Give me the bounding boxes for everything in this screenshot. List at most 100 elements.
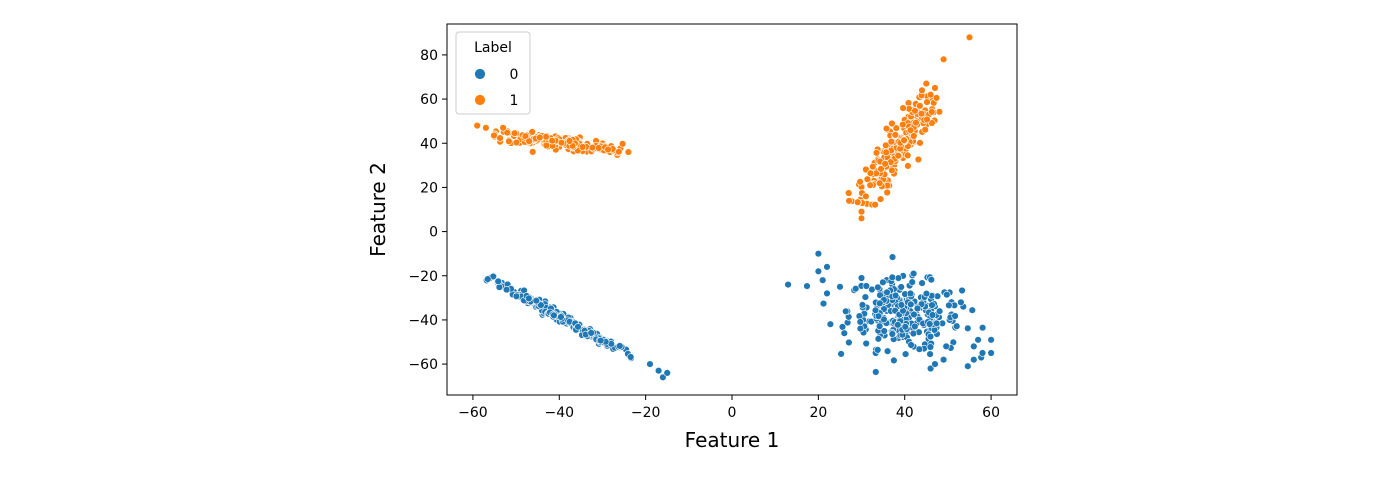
data-point-label-1 <box>939 55 948 63</box>
data-point-label-0 <box>926 332 935 341</box>
data-point-label-1 <box>845 197 853 205</box>
data-point-label-1 <box>871 201 879 209</box>
x-tick-label: 20 <box>809 405 827 421</box>
data-point-label-0 <box>907 341 915 349</box>
data-point-label-0 <box>945 301 953 309</box>
data-point-label-0 <box>819 299 828 308</box>
data-point-label-0 <box>901 350 910 358</box>
data-point-label-0 <box>883 288 891 296</box>
data-point-label-0 <box>918 279 926 287</box>
data-point-label-0 <box>574 323 582 331</box>
data-point-label-1 <box>923 98 931 106</box>
legend-marker-1 <box>474 94 486 106</box>
data-point-label-0 <box>823 289 831 298</box>
data-point-label-1 <box>615 148 623 156</box>
data-point-label-0 <box>502 286 511 294</box>
data-point-label-0 <box>550 311 558 320</box>
data-point-label-0 <box>951 312 959 320</box>
data-point-label-1 <box>862 192 870 201</box>
data-point-label-0 <box>872 368 880 376</box>
data-point-label-0 <box>873 346 882 354</box>
data-point-label-1 <box>496 134 504 142</box>
data-point-label-0 <box>928 311 937 319</box>
data-point-label-0 <box>874 283 882 291</box>
data-point-label-0 <box>888 330 896 338</box>
data-point-label-0 <box>616 342 624 350</box>
x-tick-label: −20 <box>631 405 661 421</box>
data-point-label-0 <box>856 318 864 326</box>
data-point-label-0 <box>906 289 915 298</box>
data-point-label-0 <box>851 285 860 293</box>
data-point-label-0 <box>907 300 915 309</box>
data-point-label-1 <box>877 165 885 173</box>
data-point-label-1 <box>528 148 537 156</box>
data-point-label-1 <box>542 141 551 150</box>
data-point-label-1 <box>588 143 597 152</box>
data-point-label-1 <box>923 115 931 124</box>
x-tick-label: −40 <box>544 405 574 421</box>
data-point-label-0 <box>803 282 811 290</box>
data-point-label-0 <box>890 356 898 365</box>
data-point-label-0 <box>823 263 831 271</box>
data-point-label-1 <box>903 151 912 160</box>
data-point-label-1 <box>473 121 481 130</box>
data-point-label-0 <box>596 336 605 345</box>
data-point-label-1 <box>899 120 907 129</box>
data-point-label-1 <box>536 133 544 142</box>
data-point-label-0 <box>826 320 835 328</box>
data-point-label-1 <box>857 208 866 216</box>
data-point-label-1 <box>853 198 862 206</box>
data-point-label-1 <box>594 144 603 152</box>
data-point-label-1 <box>887 138 895 146</box>
data-point-label-1 <box>604 145 612 154</box>
data-point-label-0 <box>935 307 944 315</box>
data-point-label-1 <box>624 148 633 156</box>
points-layer <box>473 33 995 381</box>
data-point-label-0 <box>654 367 663 375</box>
data-point-label-0 <box>974 336 982 344</box>
data-point-label-0 <box>845 338 853 347</box>
data-point-label-0 <box>964 324 972 332</box>
data-point-label-0 <box>512 292 521 300</box>
legend: Label 0 1 <box>455 31 531 115</box>
data-point-label-0 <box>879 278 887 286</box>
data-point-label-1 <box>557 139 566 147</box>
y-tick-label: 0 <box>429 225 438 241</box>
data-point-label-0 <box>942 342 950 350</box>
data-point-label-1 <box>510 129 519 137</box>
data-point-label-1 <box>482 124 490 132</box>
data-point-label-0 <box>858 301 867 309</box>
data-point-label-0 <box>495 283 504 291</box>
data-point-label-1 <box>578 143 587 151</box>
data-point-label-0 <box>818 276 827 284</box>
data-point-label-0 <box>978 349 987 357</box>
data-point-label-0 <box>484 275 492 283</box>
data-point-label-0 <box>957 298 965 306</box>
data-point-label-0 <box>874 312 883 320</box>
data-point-label-0 <box>910 310 918 319</box>
data-point-label-0 <box>525 294 533 303</box>
data-point-label-1 <box>528 128 536 136</box>
data-point-label-0 <box>871 306 880 314</box>
data-point-label-1 <box>921 125 929 134</box>
data-point-label-0 <box>532 297 540 305</box>
x-tick-label: −60 <box>458 405 488 421</box>
data-point-label-1 <box>922 79 930 88</box>
data-point-label-0 <box>922 289 931 298</box>
data-point-label-0 <box>841 307 850 315</box>
data-point-label-0 <box>927 276 935 284</box>
data-point-label-0 <box>943 291 951 299</box>
data-point-label-1 <box>866 169 875 177</box>
legend-box <box>455 31 531 115</box>
data-point-label-1 <box>866 181 874 189</box>
data-point-label-0 <box>862 339 870 348</box>
data-point-label-0 <box>901 323 909 331</box>
data-point-label-1 <box>900 136 908 144</box>
data-point-label-1 <box>882 148 890 157</box>
data-point-label-1 <box>525 137 533 145</box>
data-point-label-1 <box>910 132 918 140</box>
data-point-label-0 <box>926 350 934 358</box>
data-point-label-0 <box>964 362 972 370</box>
data-point-label-1 <box>512 138 521 147</box>
data-point-label-1 <box>912 118 920 127</box>
